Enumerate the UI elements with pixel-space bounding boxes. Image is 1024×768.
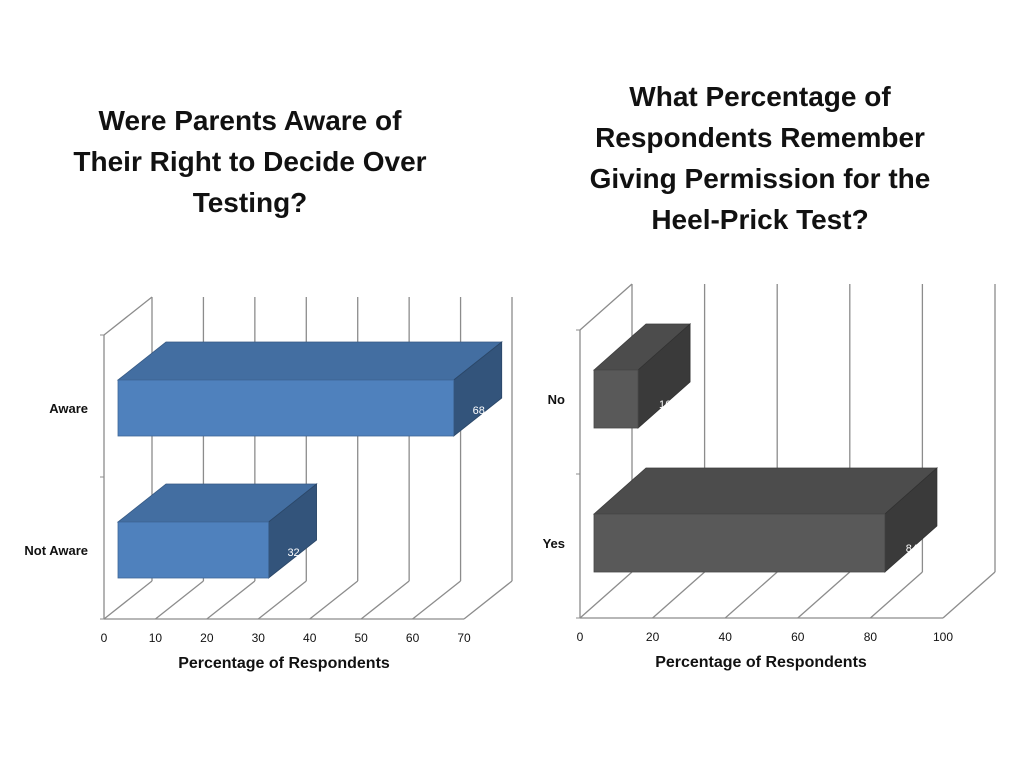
chart-2-data-label: 84	[906, 543, 918, 555]
chart-1-x-tick-label: 10	[149, 631, 163, 645]
chart-1-x-tick-label: 60	[406, 631, 420, 645]
chart-2-wall-edge	[579, 283, 633, 331]
chart-1-floor-gridline	[412, 580, 461, 620]
chart-1-data-label: 68	[473, 405, 485, 417]
chart-2-bar-yes	[593, 513, 886, 573]
chart-2-floor-gridline	[724, 571, 778, 619]
chart-2-x-tick-label: 80	[864, 630, 878, 644]
chart-1-x-tick-label: 30	[252, 631, 266, 645]
chart-2-x-tick-label: 60	[791, 630, 805, 644]
chart-1-floor-gridline	[309, 580, 359, 620]
chart-1-floor-gridline	[257, 580, 307, 620]
chart-1-floor-gridline	[463, 580, 513, 620]
chart-2-x-tick-label: 40	[719, 630, 733, 644]
chart-1-x-tick-label: 40	[303, 631, 317, 645]
chart-1-x-tick-label: 20	[200, 631, 214, 645]
chart-1-floor-gridline	[103, 580, 153, 620]
chart-1-wall-edge	[103, 296, 153, 336]
chart-2-title: What Percentage of Respondents Remember …	[589, 81, 931, 235]
chart-1-x-tick-label: 70	[457, 631, 471, 645]
chart-1-data-label: 32	[287, 547, 299, 559]
chart-1-x-tick-label: 50	[354, 631, 368, 645]
chart-1-category-label: Not Aware	[24, 543, 88, 558]
chart-1-floor-gridline	[360, 580, 410, 620]
chart-2-bar-top-face	[592, 467, 938, 515]
chart-1-title: Were Parents Aware of Their Right to Dec…	[73, 105, 427, 218]
chart-1-floor-gridline	[155, 580, 204, 620]
chart-2-x-tick-label: 100	[933, 630, 953, 644]
chart-1-bar-aware	[117, 379, 455, 437]
chart-2-category-label: Yes	[543, 536, 565, 551]
chart-2-floor-gridline	[652, 571, 706, 619]
chart-2-floor-gridline	[942, 571, 996, 619]
chart-1-floor-gridline	[206, 580, 256, 620]
chart-1-x-tick-label: 0	[101, 631, 108, 645]
chart-1-x-axis-title: Percentage of Respondents	[178, 655, 390, 672]
chart-2-bar-no	[593, 369, 639, 429]
chart-1-bar-not-aware	[117, 521, 269, 579]
chart-2-floor-gridline	[797, 571, 851, 619]
chart-1-category-label: Aware	[49, 401, 88, 416]
chart-2-x-axis-title: Percentage of Respondents	[655, 654, 867, 671]
chart-2-category-label: No	[548, 392, 565, 407]
chart-2-x-tick-label: 0	[577, 630, 584, 644]
chart-2-floor-gridline	[579, 571, 633, 619]
chart-2-data-label: 16	[659, 399, 671, 411]
chart-2-x-tick-label: 20	[646, 630, 660, 644]
chart-2-floor-gridline	[869, 571, 923, 619]
